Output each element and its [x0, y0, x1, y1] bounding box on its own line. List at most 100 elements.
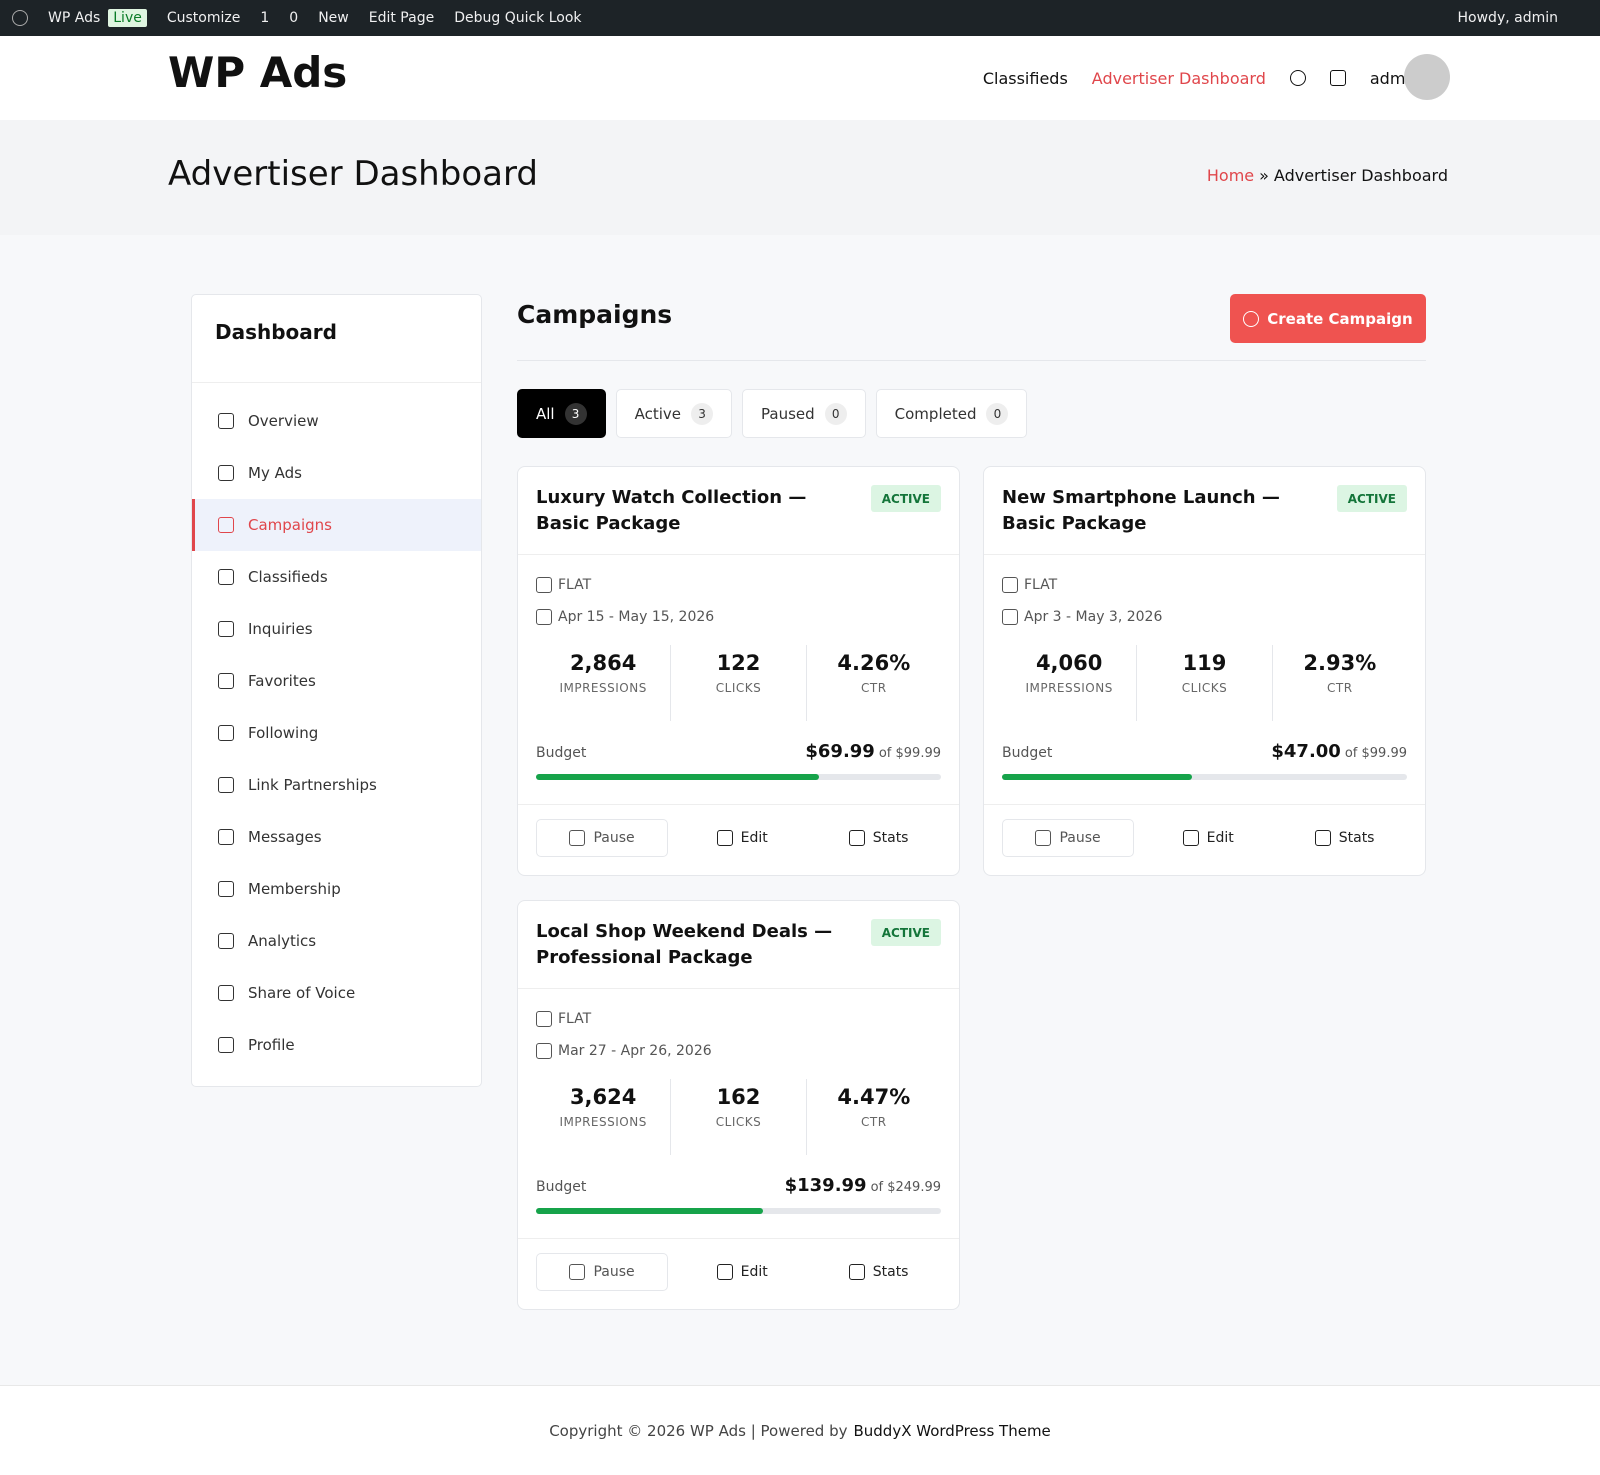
sidebar-label: Membership — [248, 880, 341, 898]
stat-label: CLICKS — [715, 1115, 762, 1129]
stat-label: CTR — [861, 681, 887, 695]
tabs: All 3 Active 3 Paused 0 Completed 0 — [517, 389, 1028, 438]
budget-track — [1002, 774, 1407, 780]
stats: 2,864 IMPRESSIONS 122 CLICKS 4.26% CTR — [536, 645, 941, 721]
icon — [1243, 310, 1260, 327]
nav-link[interactable]: Advertiser Dashboard — [1091, 68, 1266, 88]
admin-greeting[interactable]: Howdy, admin — [1457, 10, 1558, 26]
sidebar-item[interactable]: Classifieds — [192, 551, 481, 603]
action-button[interactable]: Stats — [817, 1253, 941, 1291]
sidebar-item[interactable]: Profile — [192, 1019, 481, 1071]
stats: 4,060 IMPRESSIONS 119 CLICKS 2.93% CTR — [1002, 645, 1407, 721]
action-button[interactable]: Edit — [1151, 819, 1266, 857]
budget-label: Budget — [1002, 745, 1053, 761]
action-button[interactable]: Stats — [1283, 819, 1407, 857]
sidebar-item[interactable]: Overview — [192, 395, 481, 447]
icon — [218, 517, 234, 533]
stat-value: 2,864 — [569, 651, 637, 675]
admin-bar-item[interactable]: WP Ads — [48, 10, 101, 26]
stat-label: CTR — [1327, 681, 1353, 695]
admin-bar-item[interactable]: Live — [108, 9, 147, 27]
sidebar-item[interactable]: Messages — [192, 811, 481, 863]
sidebar-title: Dashboard — [192, 295, 481, 383]
admin-bar-item[interactable]: 1 — [260, 10, 270, 26]
stat-label: IMPRESSIONS — [559, 1115, 647, 1129]
budget-total: of $249.99 — [870, 1180, 941, 1195]
admin-bar-item[interactable]: Debug Quick Look — [454, 10, 582, 26]
budget-amount: $47.00 of $99.99 — [1271, 741, 1407, 762]
filter-tab[interactable]: Completed 0 — [875, 389, 1028, 438]
admin-bar-item[interactable]: Customize — [166, 10, 241, 26]
action-label: Stats — [1338, 829, 1375, 846]
sidebar-item[interactable]: Campaigns — [192, 499, 481, 551]
nav-link[interactable]: Classifieds — [982, 68, 1068, 88]
filter-tab[interactable]: Active 3 — [615, 389, 733, 438]
stat: 162 CLICKS — [671, 1079, 807, 1155]
budget-track — [536, 774, 941, 780]
stat: 3,624 IMPRESSIONS — [536, 1079, 672, 1155]
budget-label: Budget — [536, 1179, 587, 1195]
sidebar-item[interactable]: Inquiries — [192, 603, 481, 655]
sidebar-label: My Ads — [248, 464, 302, 482]
card-header: Luxury Watch Collection — Basic Package A… — [518, 467, 959, 555]
divider — [517, 360, 1426, 361]
card-actions: Pause Edit Stats — [984, 804, 1425, 870]
pricing-text: FLAT — [558, 1011, 592, 1027]
admin-bar-item[interactable]: Edit Page — [368, 10, 435, 26]
logo[interactable]: WP Ads — [168, 48, 348, 97]
avatar[interactable] — [1404, 54, 1450, 100]
action-button[interactable]: Pause — [536, 818, 668, 857]
action-button[interactable]: Edit — [685, 1253, 800, 1291]
budget-fill — [536, 774, 820, 780]
footer: Copyright © 2026 WP Ads | Powered by Budd… — [0, 1385, 1600, 1475]
pricing-text: FLAT — [558, 577, 592, 593]
create-button[interactable]: Create Campaign — [1230, 294, 1426, 343]
stat: 119 CLICKS — [1137, 645, 1273, 721]
footer-link[interactable]: BuddyX WordPress Theme — [853, 1421, 1051, 1440]
stats: 3,624 IMPRESSIONS 162 CLICKS 4.47% CTR — [536, 1079, 941, 1155]
pricing-type: FLAT — [1002, 569, 1407, 601]
action-button[interactable]: Edit — [685, 819, 800, 857]
card-header: New Smartphone Launch — Basic Package ACT… — [984, 467, 1425, 555]
breadcrumb-current: Advertiser Dashboard — [1273, 166, 1448, 185]
icon — [12, 10, 28, 26]
sidebar-item[interactable]: Analytics — [192, 915, 481, 967]
sidebar-item[interactable]: Favorites — [192, 655, 481, 707]
sidebar-item[interactable]: Link Partnerships — [192, 759, 481, 811]
icon — [1289, 70, 1306, 86]
action-label: Pause — [1059, 829, 1101, 846]
action-button[interactable]: Stats — [817, 819, 941, 857]
admin-bar-item[interactable]: New — [318, 10, 349, 26]
icon — [218, 673, 234, 689]
breadcrumb-home[interactable]: Home — [1206, 166, 1255, 185]
spacer — [518, 989, 959, 1003]
sidebar-item[interactable]: Share of Voice — [192, 967, 481, 1019]
sidebar-item[interactable]: Following — [192, 707, 481, 759]
filter-tab[interactable]: Paused 0 — [742, 389, 866, 438]
stat-label: CLICKS — [715, 681, 762, 695]
tab-count: 3 — [691, 402, 714, 425]
budget-total: of $99.99 — [878, 746, 941, 761]
icon — [536, 609, 552, 625]
stat-value: 4.47% — [837, 1085, 911, 1109]
budget-label: Budget — [536, 745, 587, 761]
card-actions: Pause Edit Stats — [518, 804, 959, 870]
sidebar-item[interactable]: My Ads — [192, 447, 481, 499]
admin-bar-item[interactable]: 0 — [289, 10, 299, 26]
budget-amount: $139.99 of $249.99 — [785, 1175, 941, 1196]
stat: 122 CLICKS — [671, 645, 807, 721]
filter-tab[interactable]: All 3 — [517, 389, 606, 438]
action-button[interactable]: Pause — [1002, 818, 1134, 857]
icon — [1329, 70, 1346, 86]
icon — [218, 569, 234, 585]
action-label: Pause — [593, 1263, 635, 1280]
sidebar-item[interactable]: Membership — [192, 863, 481, 915]
nav: Classifieds Advertiser Dashboard admin — [983, 36, 1420, 120]
action-button[interactable]: Pause — [536, 1252, 668, 1291]
budget-spent: $47.00 — [1271, 741, 1341, 762]
icon — [848, 829, 865, 846]
icon — [1002, 577, 1018, 593]
tab-count: 0 — [824, 402, 847, 425]
date-range: Mar 27 - Apr 26, 2026 — [536, 1035, 941, 1067]
date-range: Apr 15 - May 15, 2026 — [536, 601, 941, 633]
